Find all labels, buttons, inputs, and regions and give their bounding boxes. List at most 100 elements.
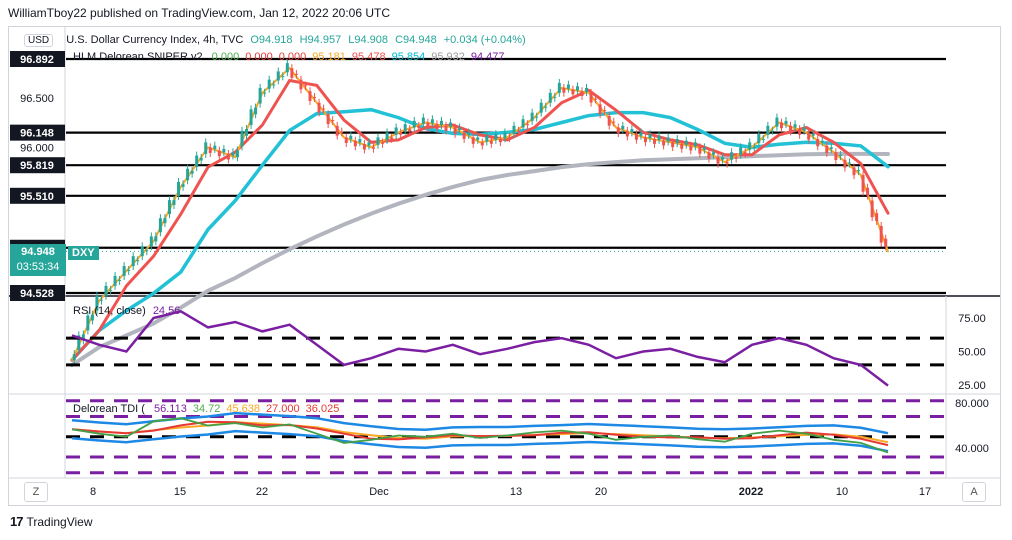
price-tick-label: 96.148 [20,128,54,140]
rsi-label[interactable]: RSI (14, close) [73,305,146,317]
time-tick-label: 20 [595,486,607,498]
candle-body [793,124,797,128]
tdi-signal-line [71,420,889,447]
indicator-value: 94.477 [470,51,505,63]
candle-body [498,139,502,143]
indicator-name[interactable]: HLM Delorean SNIPER v2 [73,51,203,63]
candle-body [195,155,199,168]
candle-body [190,171,194,174]
indicator-value: 95.932 [431,51,465,63]
auto-scale-button[interactable]: A [962,482,986,502]
candle-body [276,71,280,81]
candle-body [707,152,711,159]
candle-body [140,246,144,257]
candle-body [607,115,611,126]
rsi-tick-label: 50.00 [958,347,986,359]
candle-body [281,76,285,78]
candle-body [154,236,158,242]
candle-body [748,142,752,150]
candle-body [331,120,335,122]
chart-frame [8,26,1001,506]
candle-body [213,145,217,149]
time-axis-layer: 8 15 22 Dec 13 20 2022 10 17 [90,486,931,498]
price-label-box [10,124,65,141]
tdi-values: 56.113 34.72 45.638 27.000 36.025 [148,403,339,415]
candle-body [412,120,416,128]
candle-body [476,137,480,140]
candle-body [517,130,521,132]
candle-body [417,125,421,129]
candle-body [136,260,140,262]
candle-body [779,122,783,129]
candle-body [711,152,715,155]
candle-body [367,142,371,146]
tdi-value: 36.025 [305,403,340,415]
candle-body [285,63,289,73]
candle-body [693,142,697,147]
tradingview-logo-icon[interactable]: 17 [10,514,24,529]
candle-body [394,127,398,135]
tdi-upper-band [71,411,889,435]
candle-body [770,130,774,132]
candle-body [444,125,448,131]
candle-body [675,139,679,144]
tdi-label[interactable]: Delorean TDI ( [73,403,145,415]
candle-body [643,137,647,143]
candle-body [308,91,312,101]
candle-body [449,122,453,127]
candle-body [648,134,652,139]
zoom-button[interactable]: Z [24,482,48,502]
candle-body [313,96,317,98]
publisher-caption: WilliamTboy22 published on TradingView.c… [8,6,390,20]
rsi-tick-label: 75.00 [958,313,986,325]
candle-body [371,147,375,149]
price-tick-label: 96.000 [20,142,54,154]
candle-body [494,134,498,140]
footer-brand[interactable]: TradingView [26,514,93,529]
candle-body [317,102,321,113]
candle-body [86,315,90,331]
candle-body [439,120,443,126]
time-tick-label: 13 [510,486,522,498]
candle-body [843,159,847,168]
candle-body [716,157,720,164]
current-price: 94.948 [21,246,55,258]
currency-badge[interactable]: USD [24,34,54,47]
candle-body [81,334,85,341]
candles-layer [72,59,888,365]
candle-body [340,131,344,133]
candle-body [539,102,543,113]
candle-body [399,132,403,135]
main-legend: USD U.S. Dollar Currency Index, 4h, TVC … [24,34,526,47]
candle-body [575,86,579,91]
candle-body [485,135,489,142]
candle-body [829,147,833,149]
ohlc-high: H94.957 [299,34,342,46]
candle-body [684,140,688,145]
tdi-tick-label: 80.000 [955,398,989,410]
candle-body [594,98,598,100]
candle-body [435,124,439,129]
tdi-price-line [71,417,889,454]
candle-body [653,139,657,144]
candle-body [267,79,271,89]
candle-body [698,147,702,154]
candle-body [90,314,94,321]
price-label-box [10,187,65,204]
time-tick-label: Dec [369,486,389,498]
candle-body [666,137,670,142]
candle-body [807,132,811,140]
indicator-value: 0.000 [211,51,240,63]
candle-body [353,140,357,147]
candle-body [344,137,348,144]
candle-body [72,354,76,361]
tdi-value: 27.000 [266,403,300,415]
candle-body [149,236,153,247]
candle-body [671,142,675,148]
candle-body [299,79,303,90]
candle-body [680,143,684,149]
candle-body [757,134,761,144]
candle-body [208,147,212,153]
symbol-title[interactable]: U.S. Dollar Currency Index, 4h, TVC [66,34,244,46]
